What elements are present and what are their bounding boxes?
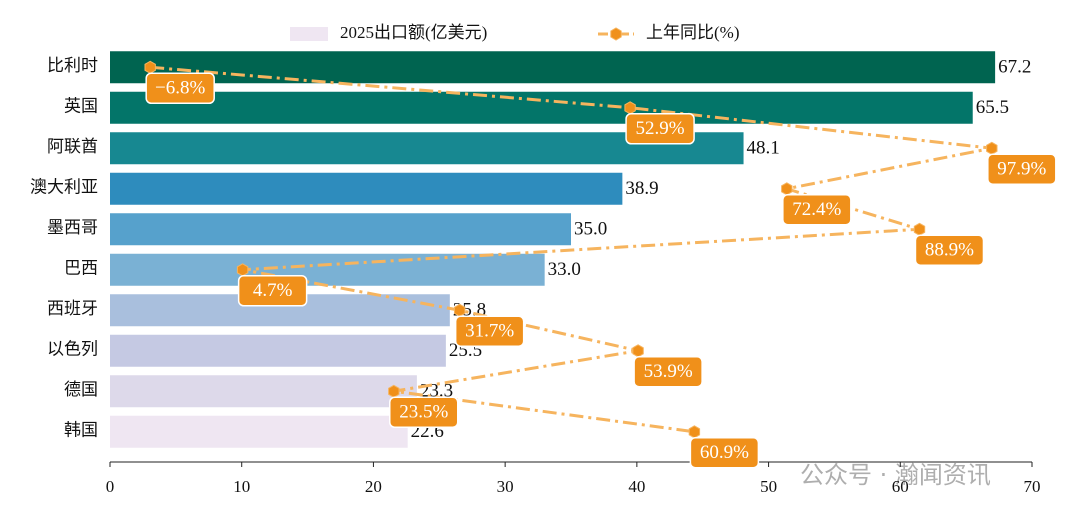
point-label: 31.7% xyxy=(454,315,525,347)
x-tick-label: 20 xyxy=(365,477,382,496)
bar xyxy=(110,375,417,408)
point-label-box xyxy=(145,72,215,104)
y-tick-label: 比利时 xyxy=(47,56,98,75)
point-label-text: 31.7% xyxy=(465,321,514,342)
point-label: 60.9% xyxy=(689,437,760,469)
line-marker xyxy=(632,344,644,358)
point-label-text: 53.9% xyxy=(644,361,693,382)
bar xyxy=(110,213,571,246)
point-label-box xyxy=(454,315,525,347)
point-label-text: 4.7% xyxy=(253,280,293,301)
bar xyxy=(110,172,623,205)
bar-value-label: 38.9 xyxy=(625,178,658,199)
bar xyxy=(110,334,446,367)
point-label: 4.7% xyxy=(237,275,308,307)
point-label: 97.9% xyxy=(987,153,1057,185)
point-label: 23.5% xyxy=(389,396,459,428)
y-tick-label: 澳大利亚 xyxy=(30,178,98,197)
watermark: 公众号 · 瀚闻资讯 xyxy=(800,461,991,489)
y-tick-label: 以色列 xyxy=(47,340,98,359)
point-label: 53.9% xyxy=(633,356,703,388)
y-tick-label: 德国 xyxy=(64,380,98,399)
point-label-text: 60.9% xyxy=(700,442,749,463)
bar-value-label: 48.1 xyxy=(747,138,780,159)
y-tick-label: 英国 xyxy=(64,97,98,116)
point-label: −6.8% xyxy=(145,72,215,104)
line-marker xyxy=(144,60,156,74)
bar-value-label: 67.2 xyxy=(998,57,1031,78)
point-label: 72.4% xyxy=(782,194,852,226)
point-label-text: 97.9% xyxy=(997,159,1046,180)
point-label-text: 72.4% xyxy=(792,199,841,220)
point-label-text: 52.9% xyxy=(636,118,685,139)
bar-value-label: 65.5 xyxy=(976,97,1009,118)
y-tick-label: 墨西哥 xyxy=(47,218,98,237)
point-label-box xyxy=(914,234,985,266)
point-label: 52.9% xyxy=(625,113,695,145)
line-marker xyxy=(913,222,926,236)
point-label: 88.9% xyxy=(914,234,985,266)
bar xyxy=(110,253,545,286)
bar xyxy=(110,51,996,84)
x-tick-label: 0 xyxy=(106,477,115,496)
line-marker xyxy=(236,263,249,277)
point-label-text: 88.9% xyxy=(925,240,974,261)
x-tick-label: 50 xyxy=(760,477,777,496)
y-tick-label: 巴西 xyxy=(64,259,98,278)
y-tick-label: 韩国 xyxy=(64,421,98,440)
bar xyxy=(110,91,973,124)
bar-value-label: 35.0 xyxy=(574,219,607,240)
point-label-box xyxy=(633,356,703,388)
point-label-box xyxy=(782,194,852,226)
y-tick-label: 阿联酋 xyxy=(47,137,98,156)
bar xyxy=(110,415,408,448)
line-marker xyxy=(454,303,466,317)
x-tick-label: 70 xyxy=(1024,477,1041,496)
x-tick-label: 40 xyxy=(628,477,645,496)
point-label-text: 23.5% xyxy=(399,402,448,423)
line-marker xyxy=(388,384,400,398)
x-tick-label: 60 xyxy=(892,477,909,496)
line-marker xyxy=(688,425,701,439)
legend-marker xyxy=(610,27,622,41)
x-tick-label: 10 xyxy=(233,477,250,496)
point-label-box xyxy=(389,396,459,428)
legend-label: 2025出口额(亿美元) xyxy=(340,23,487,42)
legend-label: 上年同比(%) xyxy=(646,23,739,42)
line xyxy=(150,65,993,434)
point-label-box xyxy=(237,275,308,307)
y-tick-label: 西班牙 xyxy=(47,299,98,318)
bar-value-label: 33.0 xyxy=(548,259,581,280)
point-label-box xyxy=(689,437,760,469)
line-marker xyxy=(781,182,793,196)
line-marker xyxy=(624,101,636,115)
line-marker xyxy=(986,141,998,155)
x-tick-label: 30 xyxy=(497,477,514,496)
point-label-box xyxy=(987,153,1057,185)
point-label-box xyxy=(625,113,695,145)
point-label-text: −6.8% xyxy=(155,78,205,99)
legend-swatch xyxy=(290,27,328,41)
